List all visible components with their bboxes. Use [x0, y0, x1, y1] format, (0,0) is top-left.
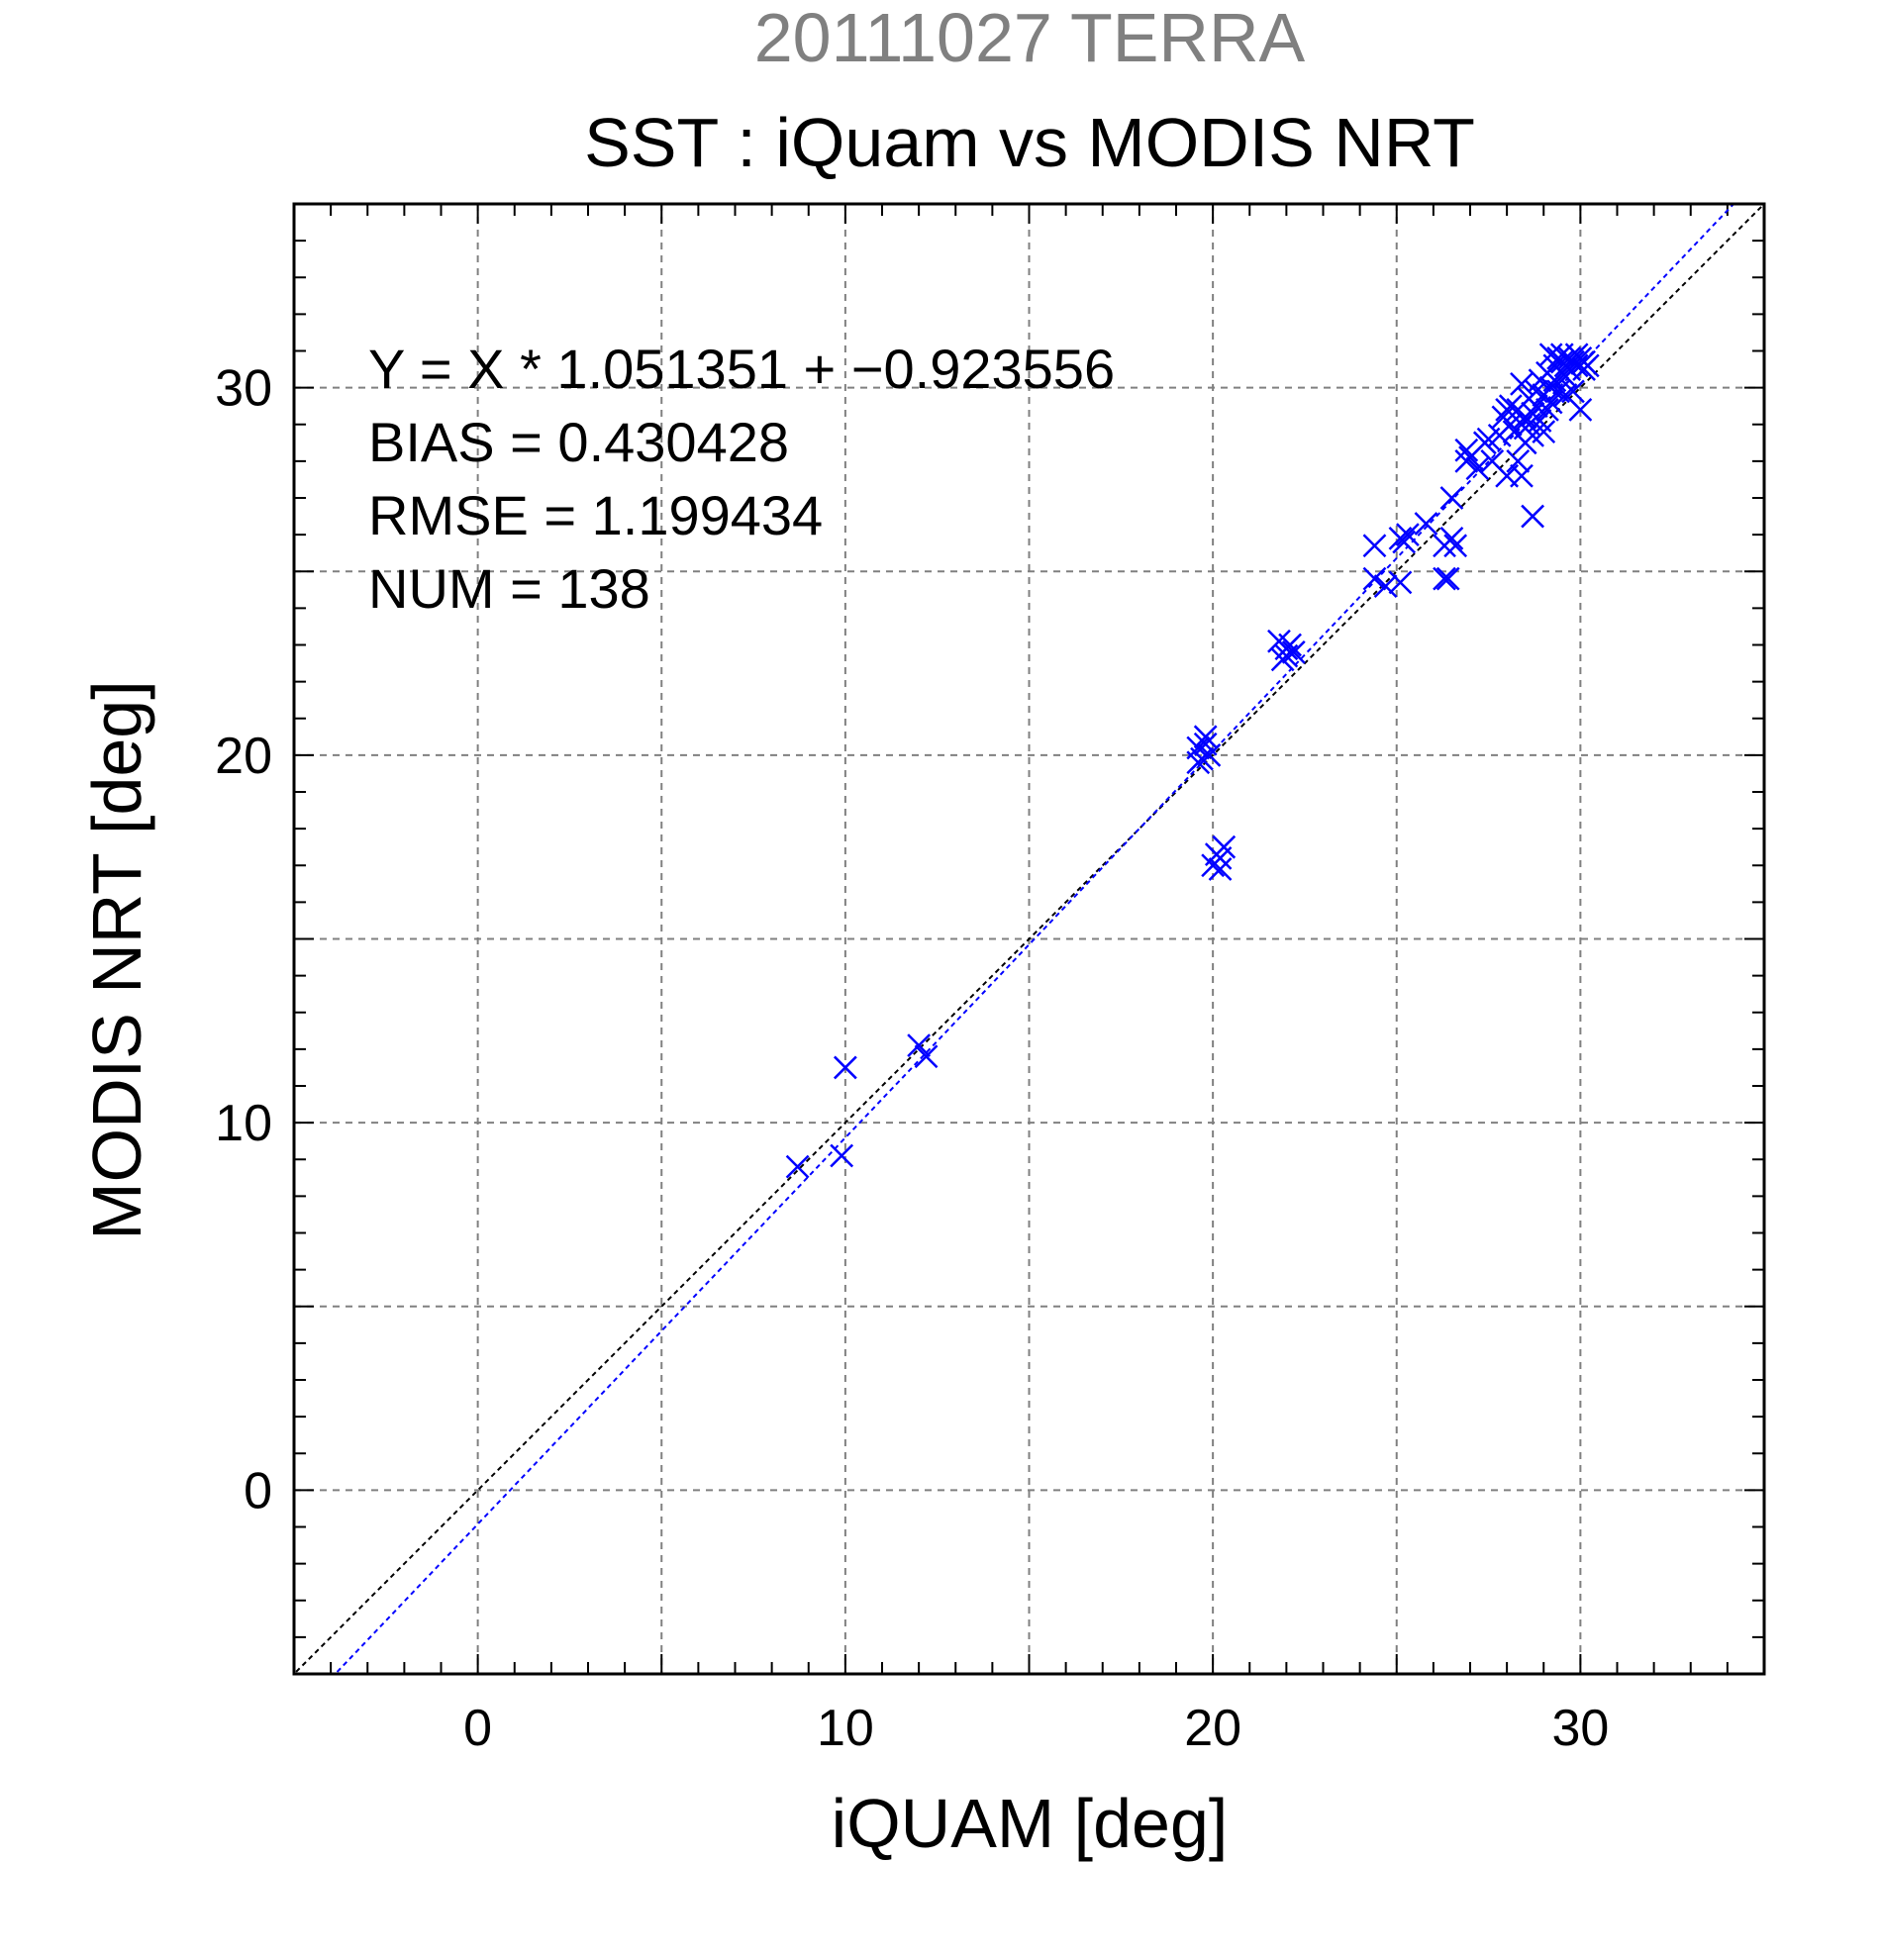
y-tick-labels: 0 10 20 30	[215, 360, 272, 1520]
stats-box: Y = X * 1.051351 + −0.923556 BIAS = 0.43…	[368, 338, 1115, 620]
x-tick-label: 30	[1551, 1700, 1609, 1757]
data-point	[1549, 349, 1574, 374]
data-point	[1532, 420, 1556, 444]
data-point	[1362, 534, 1387, 558]
data-point	[1396, 523, 1420, 547]
data-point	[1561, 379, 1585, 404]
data-point	[1564, 353, 1589, 378]
data-point	[1392, 530, 1417, 554]
data-point	[1274, 637, 1299, 661]
data-point	[1510, 372, 1534, 396]
data-point	[1521, 504, 1544, 529]
minor-ticks	[294, 204, 1764, 1674]
data-point	[1443, 534, 1468, 558]
x-tick-labels: 0 10 20 30	[463, 1700, 1609, 1757]
data-point	[1498, 412, 1523, 437]
data-point	[1362, 566, 1387, 591]
data-point	[914, 1044, 939, 1069]
x-tick-label: 0	[463, 1700, 492, 1757]
stats-rmse: RMSE = 1.199434	[368, 484, 823, 546]
data-point	[1433, 566, 1456, 591]
data-point	[1281, 640, 1306, 664]
data-point	[1208, 845, 1233, 870]
data-point	[1506, 448, 1531, 473]
y-tick-label: 10	[215, 1095, 272, 1152]
data-point	[1436, 566, 1460, 591]
y-tick-label: 0	[244, 1462, 272, 1519]
data-point	[830, 1143, 854, 1168]
x-axis-label: iQUAM [deg]	[832, 1785, 1229, 1862]
data-point	[907, 1033, 932, 1058]
data-point	[1193, 725, 1218, 749]
data-point	[1538, 343, 1563, 367]
data-point	[1208, 857, 1233, 881]
data-point	[1186, 750, 1211, 775]
data-point	[1510, 463, 1534, 488]
stats-num: NUM = 138	[368, 557, 650, 620]
data-point	[1498, 394, 1523, 419]
one-to-one-line	[294, 204, 1764, 1674]
data-point	[1535, 398, 1559, 422]
data-point	[1465, 456, 1490, 481]
y-tick-label: 30	[215, 360, 272, 418]
y-tick-label: 20	[215, 728, 272, 785]
data-point	[1414, 512, 1438, 536]
data-point	[1439, 526, 1464, 550]
stats-regression: Y = X * 1.051351 + −0.923556	[368, 338, 1115, 400]
plot-frame	[292, 202, 1766, 1676]
data-point	[1553, 383, 1578, 407]
chart-supertitle: 20111027 TERRA	[754, 0, 1306, 76]
data-point	[785, 1154, 810, 1179]
data-point	[1373, 574, 1398, 598]
data-point	[1538, 390, 1563, 415]
data-point	[1388, 570, 1413, 595]
stats-bias: BIAS = 0.430428	[368, 411, 789, 473]
data-point	[833, 1055, 857, 1080]
data-point	[1439, 486, 1464, 510]
x-tick-label: 20	[1184, 1700, 1241, 1757]
x-tick-label: 10	[817, 1700, 874, 1757]
chart-title: SST : iQuam vs MODIS NRT	[584, 104, 1475, 181]
data-point	[1454, 438, 1479, 462]
data-point	[1193, 732, 1218, 756]
y-axis-label: MODIS NRT [deg]	[78, 680, 155, 1239]
data-point	[1575, 353, 1600, 378]
data-points	[785, 343, 1600, 1179]
